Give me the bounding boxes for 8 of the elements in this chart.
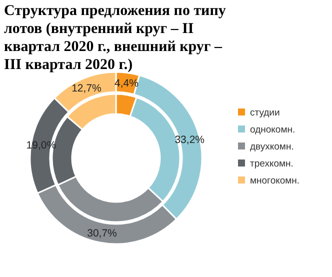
legend-label: трехкомн. — [250, 158, 294, 170]
legend-label: многокомн. — [250, 175, 300, 186]
legend-label: студии — [250, 107, 280, 118]
legend-label: однокомн. — [250, 124, 296, 136]
data-label: 30,7% — [87, 227, 117, 240]
chart-title: Структура предложения по типу лотов (внутренний круг – II квартал 2020 г., внешний круг – III квартал 2020 г.) — [4, 3, 226, 73]
legend-label: двухкомн. — [250, 141, 294, 152]
data-label: 12,7% — [72, 82, 102, 95]
